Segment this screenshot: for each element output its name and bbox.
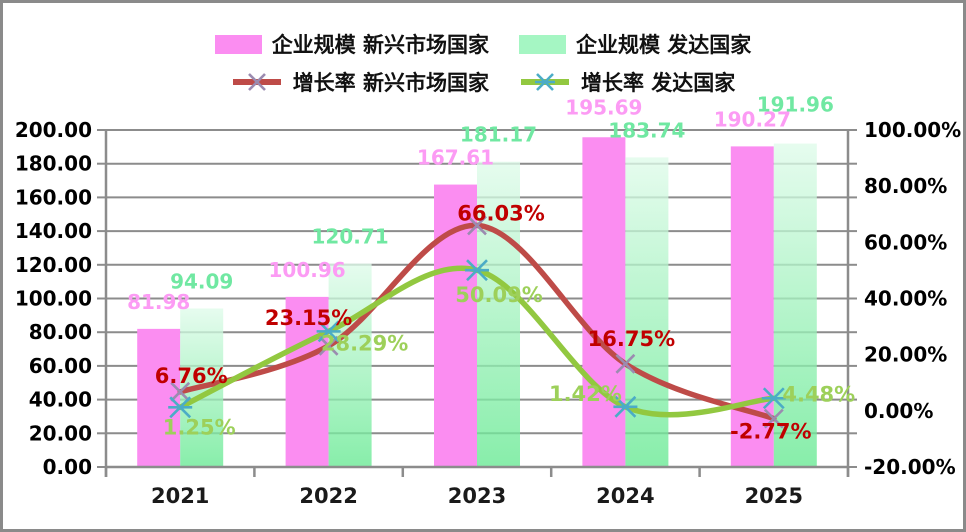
legend-label-line-emerging: 增长率 新兴市场国家 <box>292 71 489 95</box>
legend-line-sample <box>521 73 569 91</box>
left-axis-tick-label: 80.00 <box>29 320 92 344</box>
bar-value-label-emerging: 167.61 <box>417 146 494 170</box>
bar-emerging-2024 <box>582 137 626 468</box>
point-value-label-developed: 4.48% <box>782 382 855 406</box>
bar-value-label-developed: 120.71 <box>312 225 389 249</box>
x-marker-emerging-2023 <box>467 215 487 236</box>
right-axis-tick-label: 80.00% <box>864 174 947 198</box>
bar-swatch-developed-icon <box>519 34 566 54</box>
legend-item-bar-developed: 企业规模 发达国家 <box>519 29 751 59</box>
asterisk-marker-developed-2024 <box>613 395 638 418</box>
x-marker-emerging-2025 <box>763 408 784 429</box>
point-value-label-emerging: 16.75% <box>588 327 675 351</box>
legend-row-bars: 企业规模 新兴市场国家 企业规模 发达国家 <box>214 29 751 59</box>
bar-developed-2022 <box>328 263 372 467</box>
left-axis-tick-label: 20.00 <box>29 421 92 445</box>
point-value-label-emerging: 23.15% <box>265 306 352 330</box>
bar-value-label-emerging: 195.69 <box>565 95 642 119</box>
bar-value-label-developed: 181.17 <box>460 123 537 147</box>
right-axis-tick-label: 100.00% <box>864 118 961 142</box>
right-axis-tick-label: 20.00% <box>864 343 947 367</box>
left-axis-tick-label: 0.00 <box>43 455 92 479</box>
legend-label-bar-developed: 企业规模 发达国家 <box>576 33 752 57</box>
point-value-label-developed: 28.29% <box>321 331 408 355</box>
x-marker-emerging-2022 <box>318 335 339 356</box>
right-axis-tick-label: 0.00% <box>864 399 933 423</box>
legend-item-bar-emerging: 企业规模 新兴市场国家 <box>214 29 489 59</box>
left-axis-tick-label: 160.00 <box>15 185 92 209</box>
legend: 企业规模 新兴市场国家 企业规模 发达国家 增长率 新兴市场国家 增长率 发达国… <box>3 29 963 97</box>
bar-value-label-developed: 94.09 <box>170 269 233 293</box>
legend-line-sample <box>232 73 281 91</box>
plot-area: 81.98 100.96 167.61 195.69 190.27 94.09 120.71… <box>15 93 961 508</box>
left-axis-tick-label: 200.00 <box>15 118 92 142</box>
point-value-label-emerging: 6.76% <box>155 364 228 388</box>
point-value-label-emerging: -2.77% <box>730 420 812 444</box>
point-value-label-developed: 1.25% <box>163 415 236 439</box>
bar-developed-2025 <box>773 143 817 467</box>
legend-item-line-developed: 增长率 发达国家 <box>519 67 735 97</box>
left-axis-tick-label: 60.00 <box>29 354 92 378</box>
asterisk-marker-developed-2025 <box>761 387 786 410</box>
left-axis-tick-label: 100.00 <box>15 287 92 311</box>
left-axis-tick-label: 180.00 <box>15 152 92 176</box>
bar-value-label-emerging: 81.98 <box>127 290 190 314</box>
bar-value-label-developed: 183.74 <box>608 118 685 142</box>
asterisk-marker-developed-2022 <box>316 320 341 343</box>
left-axis-tick-label: 140.00 <box>15 219 92 243</box>
x-marker-emerging-2024 <box>615 353 636 374</box>
legend-item-line-emerging: 增长率 新兴市场国家 <box>231 67 489 97</box>
line-asterisk-marker-icon <box>519 70 571 94</box>
asterisk-marker-developed-2021 <box>168 396 193 419</box>
bar-value-label-emerging: 100.96 <box>269 258 346 282</box>
point-value-label-developed: 50.09% <box>455 283 542 307</box>
legend-label-line-developed: 增长率 发达国家 <box>581 71 736 95</box>
line-x-marker-icon <box>231 70 283 94</box>
x-axis-year-label: 2021 <box>151 484 209 508</box>
bar-developed-2023 <box>477 161 520 467</box>
left-axis-tick-label: 120.00 <box>15 253 92 277</box>
bar-value-label-developed: 191.96 <box>757 93 834 117</box>
bar-developed-2024 <box>625 157 669 467</box>
right-axis-tick-label: 40.00% <box>864 287 947 311</box>
point-value-label-emerging: 66.03% <box>457 201 544 225</box>
x-axis-year-label: 2023 <box>448 484 506 508</box>
x-axis-year-label: 2024 <box>596 484 654 508</box>
legend-label-bar-emerging: 企业规模 新兴市场国家 <box>271 33 489 57</box>
bar-value-label-emerging: 190.27 <box>714 107 791 131</box>
right-axis-tick-label: 60.00% <box>864 230 947 254</box>
x-axis-year-label: 2025 <box>745 484 803 508</box>
right-axis-tick-label: -20.00% <box>864 455 956 479</box>
point-value-label-developed: 1.42% <box>549 382 622 406</box>
x-marker-emerging-2021 <box>170 381 191 402</box>
x-axis-year-label: 2022 <box>299 484 357 508</box>
legend-row-lines: 增长率 新兴市场国家 增长率 发达国家 <box>231 67 735 97</box>
left-axis-tick-label: 40.00 <box>29 388 92 412</box>
asterisk-marker-developed-2023 <box>465 259 489 282</box>
bar-swatch-emerging-icon <box>214 34 262 54</box>
